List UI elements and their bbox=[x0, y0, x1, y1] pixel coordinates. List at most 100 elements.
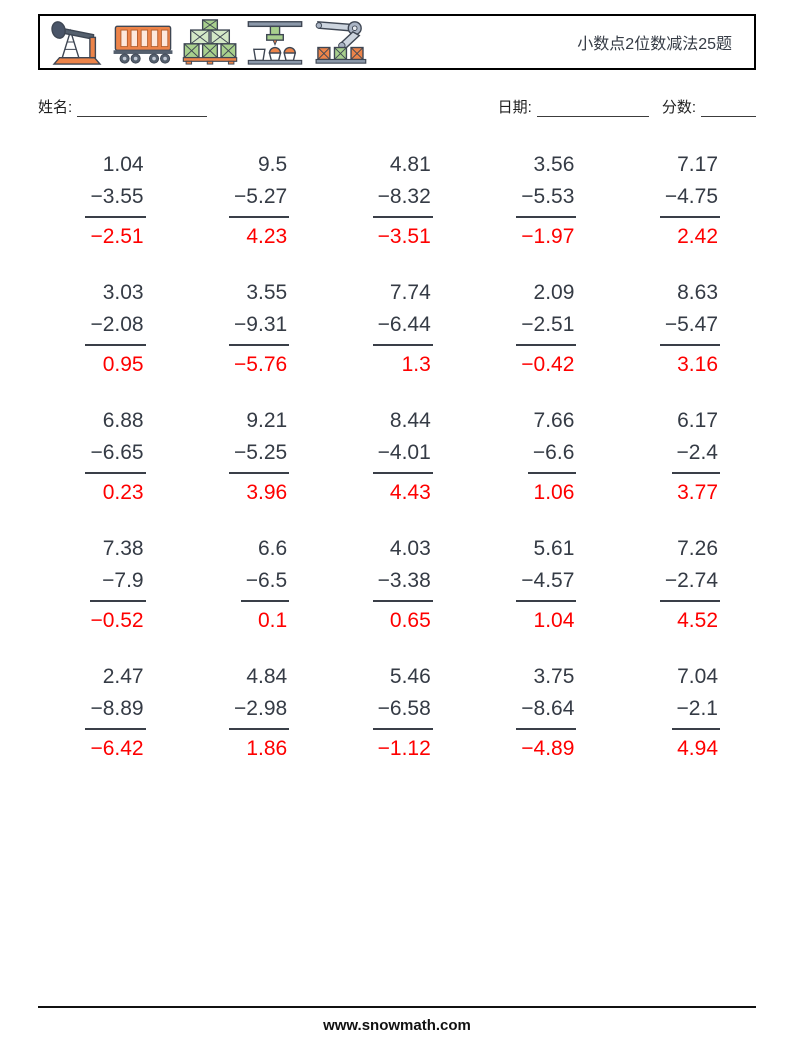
minuend: 7.26 bbox=[677, 537, 718, 560]
subtraction-problem: 3.03 −2.08 0.95 bbox=[85, 277, 146, 381]
answer: −6.42 bbox=[90, 737, 144, 760]
subtrahend: −2.1 bbox=[671, 693, 720, 730]
minuend: 3.56 bbox=[533, 153, 575, 176]
subtraction-problem: 9.21 −5.25 3.96 bbox=[229, 405, 290, 509]
subtrahend: −9.31 bbox=[229, 309, 290, 346]
answer: 1.06 bbox=[533, 481, 575, 504]
header: 小数点2位数减法25题 bbox=[38, 14, 756, 70]
minuend: 5.46 bbox=[389, 665, 431, 688]
subtrahend: −8.32 bbox=[372, 181, 433, 218]
problem-cell: 7.26 −2.74 4.52 bbox=[612, 533, 756, 637]
minuend: 7.66 bbox=[533, 409, 575, 432]
problem-cell: 5.46 −6.58 −1.12 bbox=[325, 661, 469, 765]
answer: 4.52 bbox=[677, 609, 718, 632]
answer: 1.86 bbox=[246, 737, 288, 760]
freight-car-icon bbox=[111, 19, 175, 65]
header-icons bbox=[48, 19, 370, 65]
problem-cell: 2.47 −8.89 −6.42 bbox=[38, 661, 182, 765]
subtraction-problem: 5.46 −6.58 −1.12 bbox=[372, 661, 433, 765]
problem-cell: 3.55 −9.31 −5.76 bbox=[182, 277, 326, 381]
subtrahend: −4.57 bbox=[516, 565, 577, 602]
subtraction-problem: 8.63 −5.47 3.16 bbox=[659, 277, 720, 381]
problem-cell: 3.56 −5.53 −1.97 bbox=[469, 149, 613, 253]
subtraction-problem: 3.56 −5.53 −1.97 bbox=[516, 149, 577, 253]
answer: 0.23 bbox=[102, 481, 144, 504]
subtraction-problem: 7.74 −6.44 1.3 bbox=[372, 277, 433, 381]
subtraction-problem: 2.47 −8.89 −6.42 bbox=[85, 661, 146, 765]
subtrahend: −3.55 bbox=[85, 181, 146, 218]
problem-cell: 7.66 −6.6 1.06 bbox=[469, 405, 613, 509]
problem-cell: 6.17 −2.4 3.77 bbox=[612, 405, 756, 509]
minuend: 6.88 bbox=[102, 409, 144, 432]
subtraction-problem: 6.6 −6.5 0.1 bbox=[240, 533, 290, 637]
answer: 2.42 bbox=[677, 225, 718, 248]
subtrahend: −6.65 bbox=[85, 437, 146, 474]
subtrahend: −7.9 bbox=[90, 565, 146, 602]
subtrahend: −4.01 bbox=[372, 437, 433, 474]
subtrahend: −5.53 bbox=[516, 181, 577, 218]
minuend: 4.84 bbox=[246, 665, 288, 688]
problem-cell: 7.04 −2.1 4.94 bbox=[612, 661, 756, 765]
subtrahend: −4.75 bbox=[659, 181, 720, 218]
problem-cell: 4.03 −3.38 0.65 bbox=[325, 533, 469, 637]
subtrahend: −8.89 bbox=[85, 693, 146, 730]
score-label: 分数: bbox=[661, 99, 696, 116]
problem-cell: 5.61 −4.57 1.04 bbox=[469, 533, 613, 637]
minuend: 8.44 bbox=[389, 409, 431, 432]
subtrahend: −8.64 bbox=[516, 693, 577, 730]
answer: −5.76 bbox=[234, 353, 288, 376]
score-blank bbox=[701, 102, 756, 117]
subtraction-problem: 5.61 −4.57 1.04 bbox=[516, 533, 577, 637]
subtrahend: −6.58 bbox=[372, 693, 433, 730]
minuend: 2.09 bbox=[533, 281, 575, 304]
subtraction-problem: 6.88 −6.65 0.23 bbox=[85, 405, 146, 509]
minuend: 7.17 bbox=[677, 153, 718, 176]
footer: www.snowmath.com bbox=[0, 1006, 794, 1034]
subtrahend: −2.51 bbox=[516, 309, 577, 346]
subtraction-problem: 1.04 −3.55 −2.51 bbox=[85, 149, 146, 253]
problem-cell: 2.09 −2.51 −0.42 bbox=[469, 277, 613, 381]
problems-grid: 1.04 −3.55 −2.51 9.5 −5.27 4.23 4.81 −8.32 −3.51… bbox=[38, 149, 756, 765]
answer: 1.04 bbox=[533, 609, 575, 632]
minuend: 3.03 bbox=[102, 281, 144, 304]
minuend: 7.04 bbox=[677, 665, 718, 688]
answer: −3.51 bbox=[377, 225, 431, 248]
subtraction-problem: 7.04 −2.1 4.94 bbox=[671, 661, 720, 765]
problem-cell: 4.81 −8.32 −3.51 bbox=[325, 149, 469, 253]
crate-stack-icon bbox=[180, 19, 240, 65]
minuend: 7.74 bbox=[389, 281, 431, 304]
subtraction-problem: 7.66 −6.6 1.06 bbox=[527, 405, 577, 509]
problem-cell: 7.17 −4.75 2.42 bbox=[612, 149, 756, 253]
problem-cell: 3.75 −8.64 −4.89 bbox=[469, 661, 613, 765]
problem-cell: 6.88 −6.65 0.23 bbox=[38, 405, 182, 509]
subtraction-problem: 2.09 −2.51 −0.42 bbox=[516, 277, 577, 381]
subtraction-problem: 4.84 −2.98 1.86 bbox=[229, 661, 290, 765]
subtrahend: −5.27 bbox=[229, 181, 290, 218]
name-label: 姓名: bbox=[38, 99, 73, 116]
problem-cell: 7.38 −7.9 −0.52 bbox=[38, 533, 182, 637]
minuend: 7.38 bbox=[102, 537, 144, 560]
answer: 3.16 bbox=[677, 353, 718, 376]
date-label: 日期: bbox=[497, 99, 532, 116]
date-field: 日期: bbox=[498, 96, 649, 117]
problem-cell: 3.03 −2.08 0.95 bbox=[38, 277, 182, 381]
minuend: 2.47 bbox=[102, 665, 144, 688]
answer: −0.42 bbox=[521, 353, 575, 376]
subtrahend: −2.08 bbox=[85, 309, 146, 346]
website-text: www.snowmath.com bbox=[323, 1017, 471, 1034]
subtrahend: −3.38 bbox=[372, 565, 433, 602]
subtraction-problem: 9.5 −5.27 4.23 bbox=[229, 149, 290, 253]
filling-machine-icon bbox=[245, 19, 305, 65]
subtrahend: −2.4 bbox=[671, 437, 720, 474]
problem-cell: 6.6 −6.5 0.1 bbox=[182, 533, 326, 637]
answer: −2.51 bbox=[90, 225, 144, 248]
subtraction-problem: 4.03 −3.38 0.65 bbox=[372, 533, 433, 637]
pumpjack-icon bbox=[48, 19, 106, 65]
minuend: 3.75 bbox=[533, 665, 575, 688]
robot-arm-icon bbox=[310, 19, 370, 65]
subtrahend: −5.47 bbox=[659, 309, 720, 346]
score-field: 分数: bbox=[662, 96, 756, 117]
footer-divider bbox=[38, 1006, 756, 1008]
answer: −4.89 bbox=[521, 737, 575, 760]
